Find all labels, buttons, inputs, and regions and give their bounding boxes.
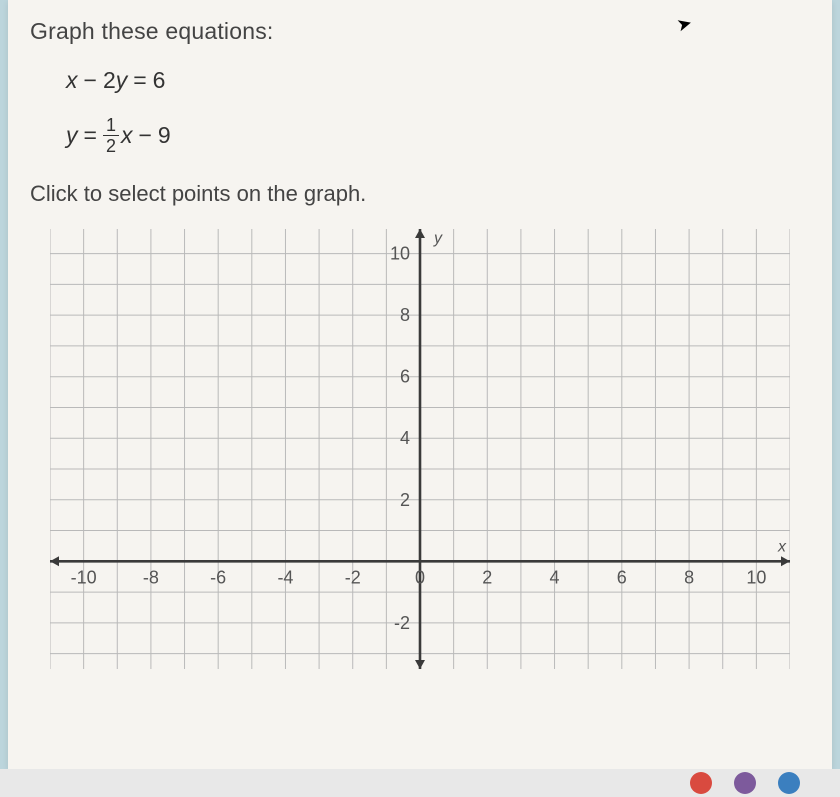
svg-text:-10: -10 [71, 567, 97, 587]
worksheet-page: ➤ Graph these equations: x − 2y = 6 y = … [8, 0, 832, 769]
svg-text:10: 10 [390, 244, 410, 264]
svg-text:-2: -2 [345, 567, 361, 587]
svg-text:-8: -8 [143, 567, 159, 587]
equations-block: x − 2y = 6 y = 1 2 x − 9 [66, 67, 810, 155]
svg-text:2: 2 [400, 490, 410, 510]
coordinate-grid[interactable]: -10 -8 -6 -4 -2 0 2 4 6 8 10 2 4 6 8 10 -2 y x [50, 229, 790, 669]
svg-text:10: 10 [746, 567, 766, 587]
svg-text:4: 4 [550, 567, 560, 587]
fraction: 1 2 [103, 116, 119, 155]
instruction-text: Click to select points on the graph. [30, 181, 810, 207]
taskbar-icon-b[interactable] [734, 772, 756, 794]
svg-text:-4: -4 [277, 567, 293, 587]
svg-text:4: 4 [400, 428, 410, 448]
svg-text:8: 8 [684, 567, 694, 587]
svg-text:6: 6 [400, 367, 410, 387]
equation-2: y = 1 2 x − 9 [66, 116, 810, 155]
svg-text:x: x [777, 538, 787, 555]
svg-text:2: 2 [482, 567, 492, 587]
taskbar [0, 769, 840, 797]
svg-text:-6: -6 [210, 567, 226, 587]
svg-text:-2: -2 [394, 613, 410, 633]
taskbar-icon-a[interactable] [690, 772, 712, 794]
taskbar-icon-c[interactable] [778, 772, 800, 794]
svg-text:6: 6 [617, 567, 627, 587]
graph-area[interactable]: -10 -8 -6 -4 -2 0 2 4 6 8 10 2 4 6 8 10 -2 y x [50, 229, 790, 669]
equation-1: x − 2y = 6 [66, 67, 810, 94]
svg-text:0: 0 [415, 567, 425, 587]
svg-text:y: y [433, 230, 443, 247]
svg-text:8: 8 [400, 305, 410, 325]
